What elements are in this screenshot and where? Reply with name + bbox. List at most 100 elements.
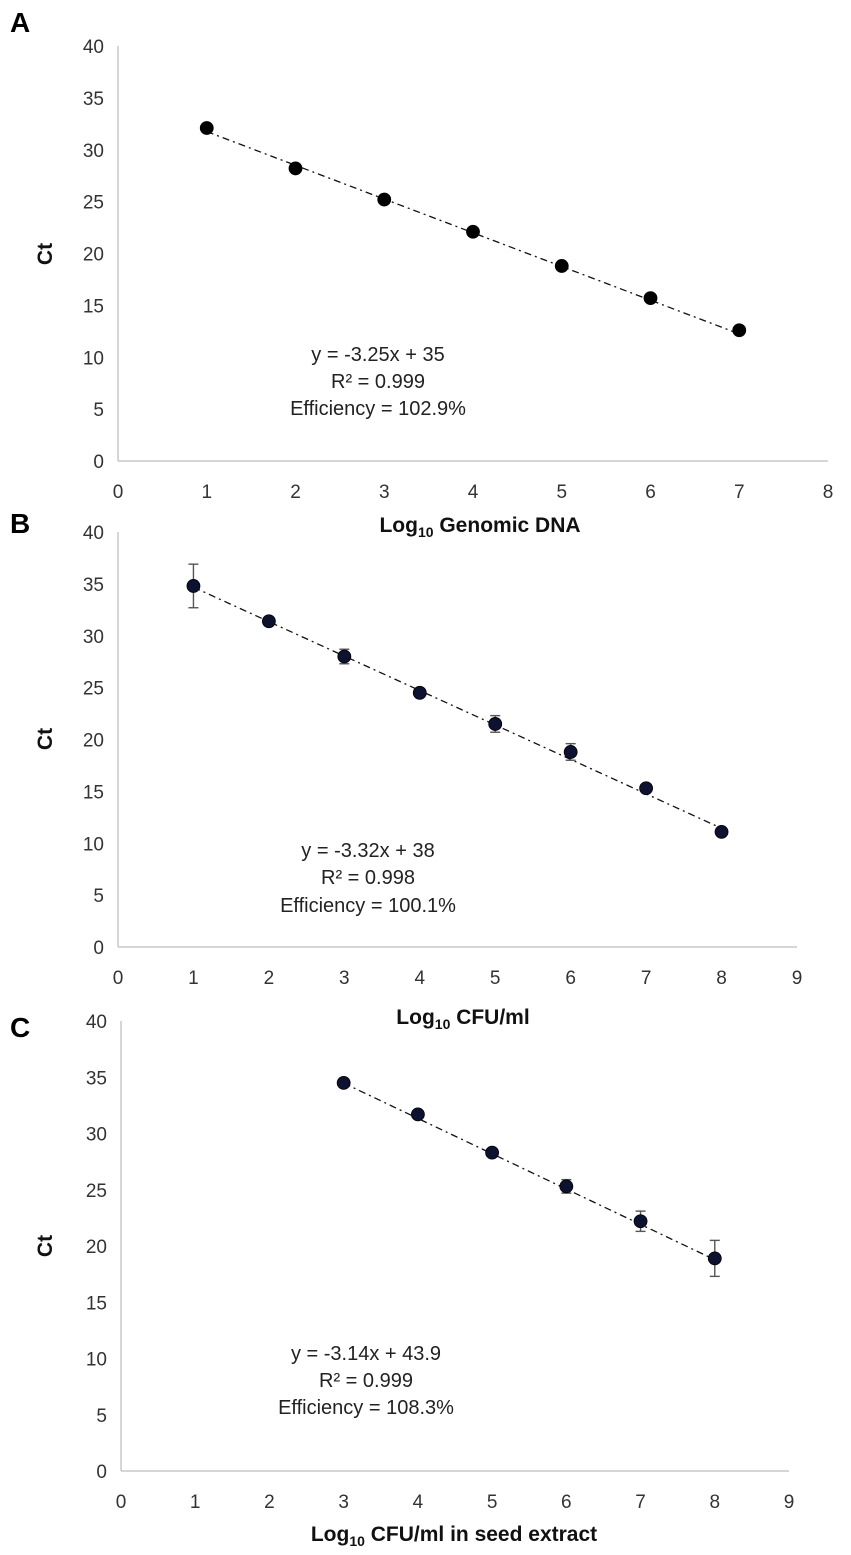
data-point (633, 1214, 648, 1229)
trendline-annotation: Efficiency = 100.1% (280, 895, 456, 917)
y-tick-label: 25 (83, 679, 104, 700)
data-point (199, 121, 214, 135)
data-point (186, 579, 201, 593)
data-point (732, 323, 747, 338)
x-tick-label: 3 (339, 968, 350, 989)
trendline-annotation: R² = 0.999 (319, 1370, 413, 1392)
x-axis-label-rest: CFU/ml in seed extract (365, 1523, 597, 1546)
x-tick-label: 2 (264, 1492, 275, 1513)
y-tick-label: 0 (96, 1462, 107, 1483)
x-tick-label: 1 (201, 482, 212, 503)
y-tick-label: 40 (86, 1012, 107, 1033)
y-tick-label: 35 (83, 575, 104, 596)
data-point (412, 685, 427, 700)
x-axis-label-main: Log (396, 1006, 434, 1029)
x-axis-label: Log10 CFU/ml in seed extract (311, 1523, 597, 1549)
x-axis-label: Log10 CFU/ml (396, 1006, 529, 1032)
x-axis-label-subscript: 10 (435, 1016, 451, 1032)
data-point (288, 161, 303, 176)
x-axis-label-rest: CFU/ml (450, 1006, 529, 1029)
data-point (639, 781, 654, 796)
x-tick-label: 5 (556, 482, 567, 503)
y-tick-label: 10 (83, 834, 104, 855)
y-tick-label: 15 (83, 782, 104, 803)
x-axis-label-main: Log (311, 1523, 349, 1546)
x-tick-label: 8 (716, 968, 727, 989)
y-tick-label: 0 (93, 938, 104, 959)
trendline-annotation: y = -3.32x + 38 (301, 840, 434, 862)
y-tick-label: 40 (83, 37, 104, 58)
x-axis-label: Log10 Genomic DNA (379, 514, 580, 540)
x-tick-label: 1 (190, 1492, 201, 1513)
x-tick-label: 6 (565, 968, 576, 989)
x-tick-label: 7 (641, 968, 652, 989)
x-tick-label: 9 (792, 968, 803, 989)
x-tick-label: 6 (645, 482, 656, 503)
x-tick-label: 1 (188, 968, 199, 989)
data-point (554, 259, 569, 273)
y-tick-label: 20 (83, 731, 104, 752)
x-tick-label: 0 (116, 1492, 127, 1513)
x-tick-label: 0 (113, 482, 124, 503)
trendline (193, 586, 722, 829)
y-axis-label: Ct (34, 243, 57, 265)
trendline-annotation: R² = 0.999 (331, 371, 425, 393)
data-point (714, 824, 729, 839)
x-tick-label: 4 (413, 1492, 424, 1513)
x-tick-label: 3 (379, 482, 390, 503)
y-tick-label: 35 (83, 89, 104, 110)
x-tick-label: 9 (784, 1492, 795, 1513)
x-tick-label: 2 (290, 482, 301, 503)
trendline (343, 1082, 716, 1261)
x-tick-label: 6 (561, 1492, 572, 1513)
x-tick-label: 4 (468, 482, 479, 503)
y-tick-label: 15 (86, 1293, 107, 1314)
y-tick-label: 15 (83, 296, 104, 317)
y-tick-label: 10 (83, 348, 104, 369)
x-tick-label: 5 (490, 968, 501, 989)
panel-letter: C (10, 1012, 30, 1043)
y-tick-label: 25 (83, 193, 104, 214)
y-tick-label: 5 (93, 886, 104, 907)
trendline-annotation: y = -3.25x + 35 (311, 344, 444, 366)
x-tick-label: 7 (734, 482, 745, 503)
x-tick-label: 7 (635, 1492, 646, 1513)
y-tick-label: 0 (93, 452, 104, 473)
y-tick-label: 10 (86, 1350, 107, 1371)
data-point (261, 614, 276, 629)
x-tick-label: 5 (487, 1492, 498, 1513)
y-tick-label: 30 (83, 627, 104, 648)
data-point (377, 192, 392, 207)
panel-letter: B (10, 508, 30, 539)
x-axis-label-subscript: 10 (418, 524, 434, 540)
y-tick-label: 5 (96, 1406, 107, 1427)
y-tick-label: 20 (83, 245, 104, 266)
x-tick-label: 0 (113, 968, 124, 989)
x-tick-label: 8 (709, 1492, 720, 1513)
data-point (563, 745, 578, 759)
data-point (485, 1145, 500, 1160)
data-point (410, 1107, 425, 1122)
trendline-annotation: Efficiency = 102.9% (290, 398, 466, 420)
trendline-annotation: Efficiency = 108.3% (278, 1397, 454, 1419)
trendline-annotation: R² = 0.998 (321, 867, 415, 889)
data-point (336, 1075, 351, 1090)
panel-letter: A (10, 7, 30, 38)
y-tick-label: 25 (86, 1181, 107, 1202)
trendline-annotation: y = -3.14x + 43.9 (291, 1343, 441, 1365)
y-tick-label: 35 (86, 1068, 107, 1089)
y-tick-label: 30 (86, 1125, 107, 1146)
data-point (643, 291, 658, 306)
x-axis-label-rest: Genomic DNA (434, 514, 581, 537)
x-axis-label-subscript: 10 (349, 1533, 365, 1549)
data-point (466, 224, 480, 239)
x-axis-label-main: Log (379, 514, 417, 537)
x-tick-label: 8 (823, 482, 834, 503)
x-tick-label: 3 (338, 1492, 349, 1513)
x-tick-label: 4 (414, 968, 425, 989)
y-tick-label: 5 (93, 400, 104, 421)
